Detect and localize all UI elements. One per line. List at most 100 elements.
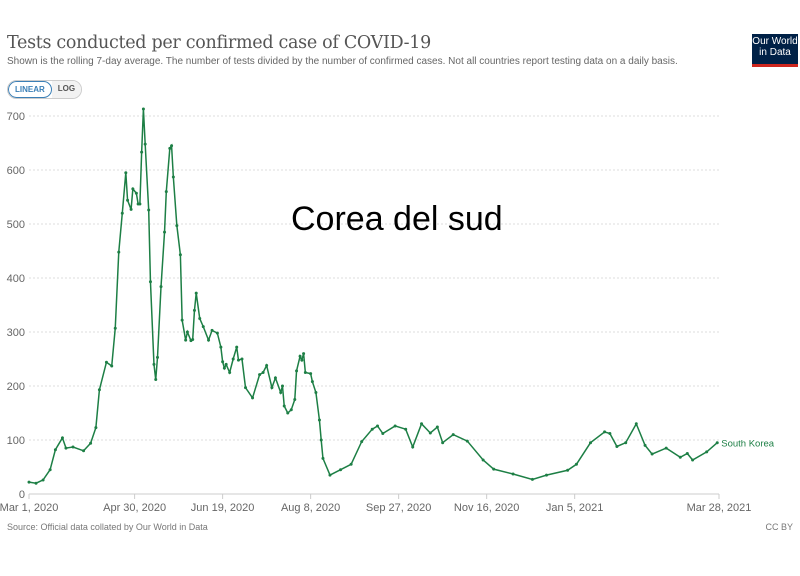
logo-line1: Our World xyxy=(752,36,798,47)
data-point xyxy=(370,427,374,431)
data-point xyxy=(608,432,612,436)
overlay-caption: Corea del sud xyxy=(291,200,503,238)
source-note: Source: Official data collated by Our Wo… xyxy=(7,522,208,532)
data-point xyxy=(317,418,321,422)
data-point xyxy=(236,358,240,362)
data-point xyxy=(293,398,297,401)
data-point xyxy=(170,144,174,148)
data-point xyxy=(154,378,158,382)
data-point xyxy=(258,373,262,377)
data-point xyxy=(138,202,142,206)
data-point xyxy=(140,150,144,154)
data-point xyxy=(185,330,189,334)
data-point xyxy=(163,230,167,234)
y-tick-label: 200 xyxy=(7,381,25,393)
data-point xyxy=(404,427,408,431)
data-point xyxy=(222,366,226,370)
data-point xyxy=(94,426,98,430)
data-point xyxy=(168,146,172,150)
data-point xyxy=(27,480,31,484)
data-point xyxy=(131,187,135,191)
data-point xyxy=(289,408,293,412)
data-point xyxy=(143,142,147,146)
x-tick-label: Sep 27, 2020 xyxy=(366,502,431,514)
data-point xyxy=(280,384,284,388)
data-point xyxy=(198,317,202,320)
data-point xyxy=(678,455,682,459)
data-point xyxy=(148,280,152,284)
data-point xyxy=(603,430,607,434)
data-point xyxy=(60,436,64,440)
data-point xyxy=(180,318,184,322)
x-tick-label: Mar 28, 2021 xyxy=(687,502,752,514)
data-point xyxy=(360,440,364,444)
y-tick-label: 100 xyxy=(7,435,25,447)
data-point xyxy=(411,445,415,449)
scale-toggle: LINEAR LOG xyxy=(7,80,83,99)
data-point xyxy=(231,357,235,361)
data-point xyxy=(129,207,133,211)
data-point xyxy=(530,477,534,481)
series-line xyxy=(28,108,718,484)
data-point xyxy=(64,446,68,450)
data-point xyxy=(492,467,496,471)
data-point xyxy=(298,354,302,358)
data-point xyxy=(113,326,117,330)
data-point xyxy=(89,441,93,445)
owid-logo[interactable]: Our World in Data xyxy=(752,34,798,67)
data-point xyxy=(319,438,323,442)
logo-line2: in Data xyxy=(759,47,791,58)
data-point xyxy=(273,376,277,380)
data-point xyxy=(310,380,314,384)
license-link[interactable]: CC BY xyxy=(765,522,793,532)
data-point xyxy=(420,422,424,426)
data-point xyxy=(435,425,439,429)
data-point xyxy=(178,253,182,257)
data-point xyxy=(240,357,244,361)
data-point xyxy=(282,404,286,408)
x-tick-label: Mar 1, 2020 xyxy=(0,502,58,514)
data-point xyxy=(634,422,638,426)
x-tick-label: Apr 30, 2020 xyxy=(103,502,166,514)
data-point xyxy=(451,433,455,437)
data-point xyxy=(164,190,168,194)
data-point xyxy=(219,345,223,349)
data-point xyxy=(171,175,175,179)
data-point xyxy=(566,468,570,472)
data-point xyxy=(134,191,138,195)
data-point xyxy=(349,462,353,466)
data-point xyxy=(244,386,248,390)
data-point xyxy=(545,473,548,477)
data-point xyxy=(117,250,121,254)
data-point xyxy=(381,432,385,436)
data-point xyxy=(48,468,52,472)
data-point xyxy=(124,171,128,175)
data-point xyxy=(300,358,304,362)
data-point xyxy=(615,444,619,448)
data-point xyxy=(441,441,445,445)
data-point xyxy=(147,208,151,212)
data-point xyxy=(715,441,719,445)
data-point xyxy=(235,345,239,349)
data-point xyxy=(194,291,198,295)
x-tick-label: Jun 19, 2020 xyxy=(191,502,255,514)
chart-subtitle: Shown is the rolling 7-day average. The … xyxy=(7,56,678,67)
y-tick-label: 700 xyxy=(7,111,25,123)
data-point xyxy=(210,328,214,332)
data-point xyxy=(643,443,647,447)
data-point xyxy=(192,308,196,312)
data-point xyxy=(175,224,179,228)
data-point xyxy=(251,396,255,400)
data-point xyxy=(314,390,318,394)
data-point xyxy=(574,462,578,466)
data-point xyxy=(224,362,228,366)
data-point xyxy=(428,431,432,435)
chart-title: Tests conducted per confirmed case of CO… xyxy=(7,33,431,53)
data-point xyxy=(664,446,668,450)
linear-button[interactable]: LINEAR xyxy=(8,81,52,98)
x-tick-label: Jan 5, 2021 xyxy=(546,502,604,514)
log-button[interactable]: LOG xyxy=(51,81,82,98)
data-point xyxy=(41,478,45,482)
data-point xyxy=(589,441,593,445)
